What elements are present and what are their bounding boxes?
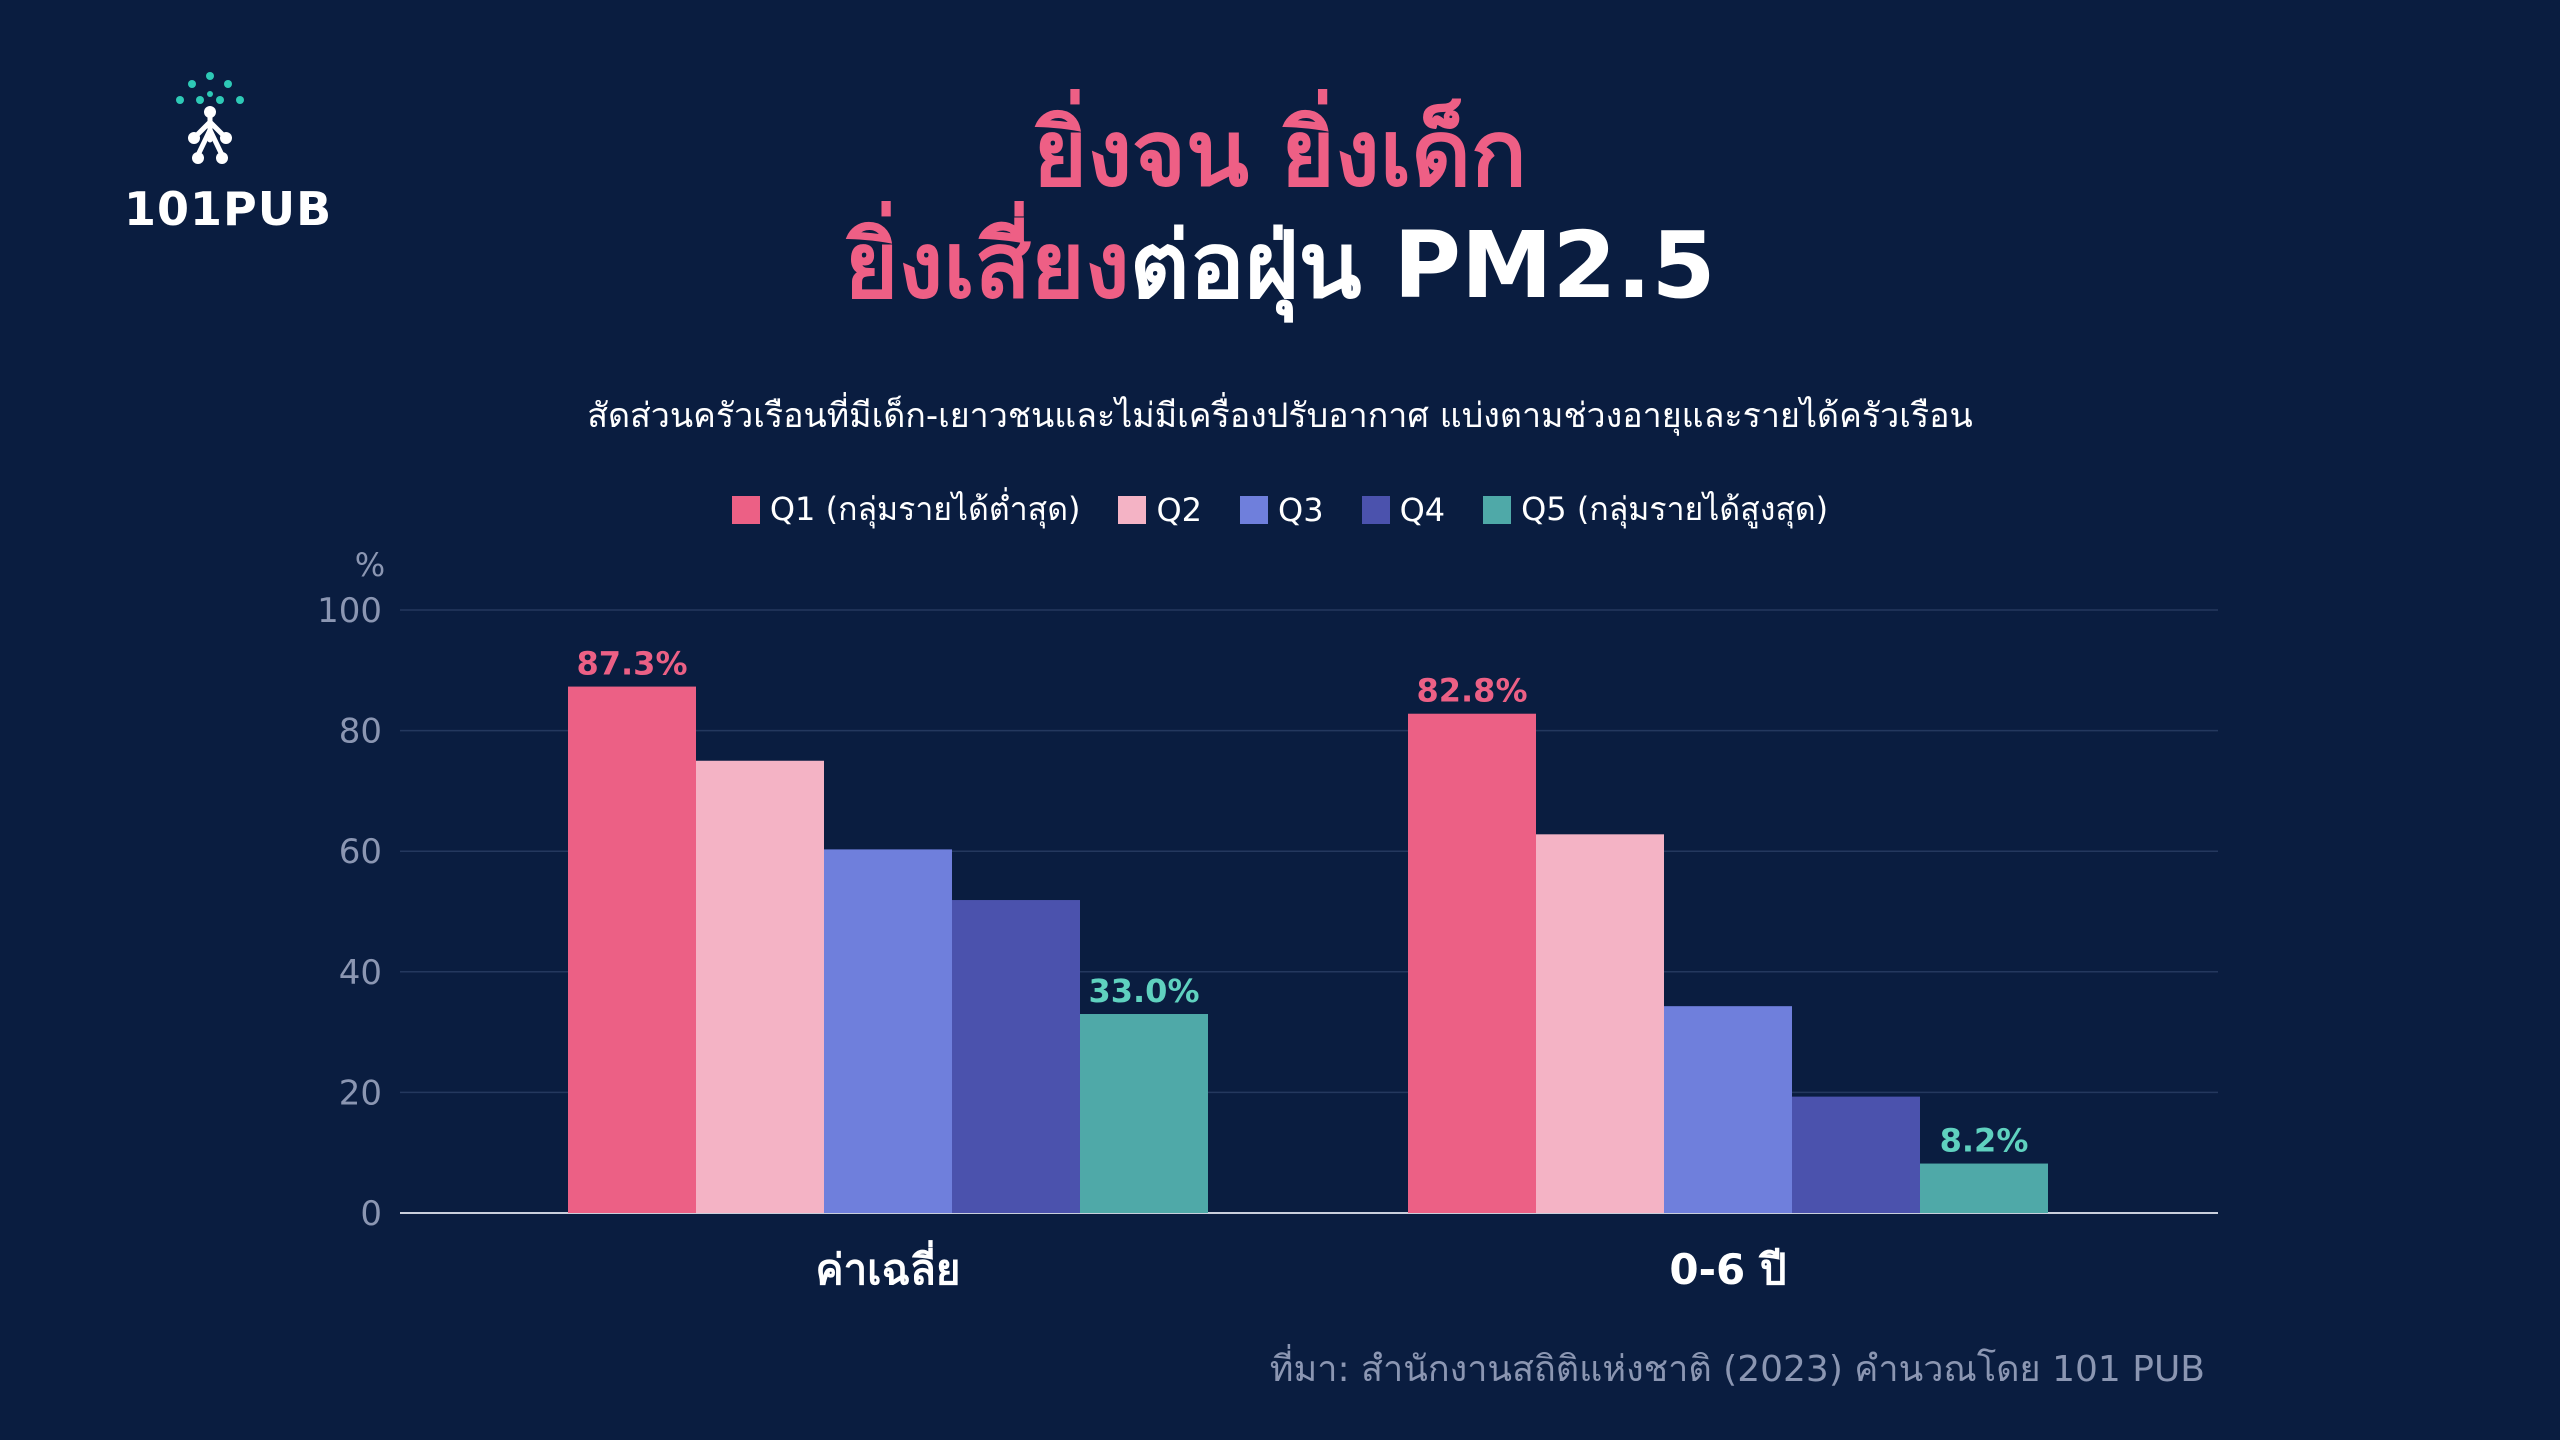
x-tick-label: ค่าเฉลี่ย (816, 1240, 961, 1294)
bar (824, 849, 952, 1213)
x-tick-label: 0-6 ปี (1669, 1245, 1786, 1294)
y-axis-label: % (355, 546, 385, 584)
y-tick-label: 0 (360, 1194, 382, 1234)
bar (952, 900, 1080, 1213)
legend-item: Q1 (กลุ่มรายได้ต่ำสุด) (731, 484, 1081, 535)
bar (568, 686, 696, 1213)
bar (1792, 1096, 1920, 1213)
legend-swatch (1361, 495, 1390, 524)
y-tick-label: 40 (339, 953, 382, 993)
bar (696, 760, 824, 1213)
legend-label: Q2 (1156, 490, 1203, 529)
y-tick-label: 60 (339, 832, 382, 872)
title-line-2-rest: ต่อฝุ่น PM2.5 (1129, 212, 1716, 319)
y-tick-label: 80 (339, 712, 382, 752)
data-label: 82.8% (1416, 672, 1527, 710)
bar (1920, 1163, 2048, 1213)
legend-item: Q2 (1118, 484, 1202, 535)
source-note: ที่มา: สำนักงานสถิติแห่งชาติ (2023) คำนว… (1269, 1349, 2205, 1390)
legend-item: Q5 (กลุ่มรายได้สูงสุด) (1483, 484, 1828, 535)
legend-swatch (731, 495, 760, 524)
chart-subtitle: สัดส่วนครัวเรือนที่มีเด็ก-เยาวชนและไม่มี… (587, 396, 1973, 436)
legend-label: Q3 (1278, 490, 1324, 529)
legend-item: Q3 (1240, 484, 1324, 535)
chart-legend: Q1 (กลุ่มรายได้ต่ำสุด) Q2 Q3 Q4 Q5 (กลุ่มราย… (0, 484, 2560, 535)
legend-item: Q4 (1361, 484, 1446, 535)
title-line-1-text: ยิ่งจน ยิ่งเด็ก (1033, 100, 1527, 207)
data-label: 8.2% (1940, 1122, 2029, 1160)
brand-logo: 101PUB (120, 70, 331, 236)
bar (1536, 834, 1664, 1213)
title-line-2-highlight: ยิ่งเสี่ยง (844, 212, 1130, 319)
legend-swatch (1118, 495, 1147, 524)
data-label: 33.0% (1088, 972, 1199, 1010)
bar (1664, 1006, 1792, 1213)
legend-label: Q1 (กลุ่มรายได้ต่ำสุด) (769, 490, 1081, 528)
logo-text: 101PUB (124, 182, 333, 236)
legend-label: Q4 (1399, 490, 1446, 529)
legend-label: Q5 (กลุ่มรายได้สูงสุด) (1521, 490, 1829, 528)
title-line-1: ยิ่งจน ยิ่งเด็ก (0, 108, 2560, 220)
title-line-2: ยิ่งเสี่ยงต่อฝุ่น PM2.5 (0, 220, 2560, 332)
y-tick-label: 100 (317, 591, 382, 631)
network-tree-icon (176, 72, 244, 164)
bar (1080, 1014, 1208, 1213)
chart-title: ยิ่งจน ยิ่งเด็ก ยิ่งเสี่ยงต่อฝุ่น PM2.5 (0, 108, 2560, 332)
legend-swatch (1483, 495, 1512, 524)
data-label: 87.3% (576, 645, 687, 683)
y-tick-label: 20 (339, 1073, 382, 1113)
bar (1408, 713, 1536, 1213)
legend-swatch (1240, 495, 1269, 524)
